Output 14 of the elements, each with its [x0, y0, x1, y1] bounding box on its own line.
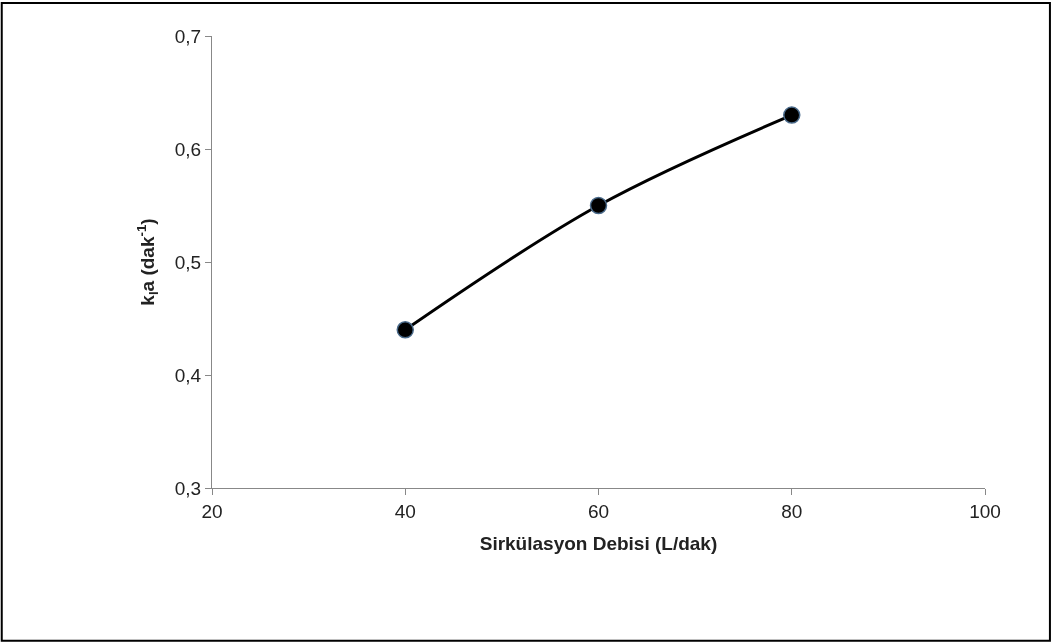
point	[396, 321, 414, 339]
x-axis-title: Sirkülasyon Debisi (L/dak)	[479, 532, 718, 554]
x-tick-label: 20	[201, 500, 223, 522]
x-tick-label: 40	[394, 500, 416, 522]
point	[783, 106, 801, 124]
x-tick-label: 100	[969, 500, 1001, 522]
x-tick-label: 60	[587, 500, 610, 522]
point	[589, 196, 608, 215]
y-tick-label: 0,7	[174, 25, 202, 47]
y-tick-label: 0,3	[174, 477, 202, 499]
x-tick-label: 80	[781, 500, 803, 522]
y-tick-label: 0,4	[174, 364, 202, 386]
y-tick-label: 0,6	[174, 138, 202, 160]
y-tick-label: 0,5	[174, 251, 202, 273]
